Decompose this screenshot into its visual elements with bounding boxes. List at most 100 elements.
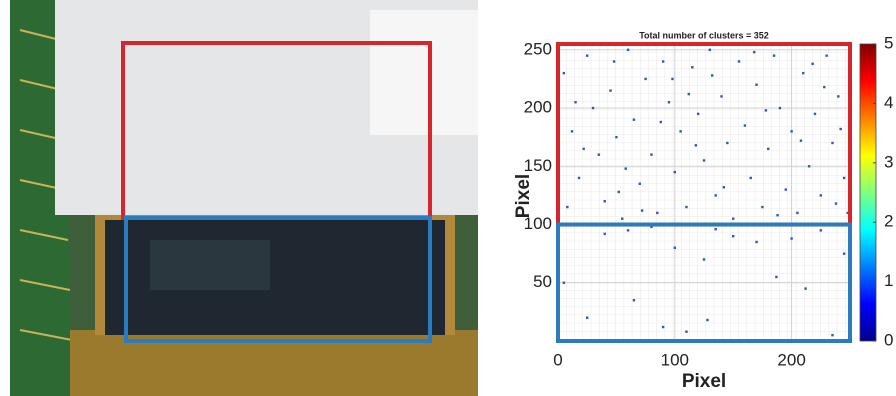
cluster-point bbox=[679, 130, 682, 133]
cluster-point bbox=[846, 211, 849, 215]
cluster-point bbox=[667, 101, 671, 104]
cluster-point bbox=[638, 182, 641, 185]
cluster-point bbox=[656, 211, 659, 215]
cluster-point bbox=[708, 48, 712, 52]
cluster-point bbox=[714, 194, 717, 197]
cluster-point bbox=[831, 141, 834, 145]
cluster-point bbox=[685, 330, 688, 333]
cluster-point bbox=[640, 209, 644, 212]
cluster-point bbox=[710, 74, 714, 77]
cluster-point bbox=[755, 83, 758, 86]
cluster-point bbox=[720, 95, 723, 98]
cluster-point bbox=[842, 252, 846, 255]
cluster-point bbox=[706, 318, 709, 322]
cluster-point bbox=[687, 92, 691, 96]
cluster-point bbox=[691, 66, 694, 69]
cluster-point bbox=[586, 54, 589, 57]
cluster-point bbox=[617, 190, 620, 194]
cluster-point bbox=[714, 227, 717, 231]
cluster-point bbox=[574, 101, 577, 104]
cluster-point bbox=[834, 202, 838, 205]
colorbar-tick-label: 2 bbox=[884, 212, 893, 231]
colorbar bbox=[859, 43, 877, 342]
cluster-point bbox=[673, 246, 676, 250]
cluster-point bbox=[755, 240, 758, 244]
cluster-point bbox=[842, 176, 846, 180]
colorbar-tick-label: 5 bbox=[884, 33, 893, 52]
cluster-point bbox=[603, 232, 606, 236]
cluster-point bbox=[825, 54, 828, 57]
cluster-point bbox=[743, 124, 747, 127]
cluster-point bbox=[831, 333, 834, 337]
cluster-point bbox=[671, 77, 674, 81]
cluster-point bbox=[591, 106, 595, 110]
cluster-point bbox=[562, 281, 566, 284]
photo bbox=[10, 0, 478, 396]
cluster-point bbox=[753, 50, 756, 54]
cluster-point bbox=[790, 237, 793, 240]
x-tick-label: 200 bbox=[777, 350, 805, 369]
cluster-point bbox=[778, 106, 782, 110]
cluster-point bbox=[772, 54, 776, 57]
cluster-point bbox=[839, 127, 842, 131]
cluster-point bbox=[650, 225, 653, 229]
cluster-point bbox=[632, 118, 636, 121]
x-axis-label: Pixel bbox=[682, 371, 726, 392]
cluster-point bbox=[673, 170, 676, 174]
cluster-point bbox=[624, 167, 627, 170]
colorbar-tick-label: 0 bbox=[884, 330, 893, 349]
cluster-point bbox=[737, 60, 741, 63]
cluster-point bbox=[811, 62, 814, 65]
cluster-point bbox=[749, 176, 752, 180]
cluster-point bbox=[582, 147, 585, 151]
cluster-point bbox=[802, 71, 805, 75]
cluster-point bbox=[696, 112, 700, 116]
cluster-point bbox=[562, 71, 566, 75]
cluster-point bbox=[776, 214, 779, 217]
cluster-point bbox=[694, 144, 698, 147]
minor-grid bbox=[558, 44, 850, 341]
cluster-point bbox=[761, 205, 764, 209]
y-tick-label: 100 bbox=[524, 214, 552, 233]
y-tick-label: 50 bbox=[533, 272, 552, 291]
cluster-point bbox=[661, 60, 665, 63]
cluster-point bbox=[626, 229, 630, 232]
y-tick-label: 200 bbox=[524, 98, 552, 117]
cluster-point bbox=[813, 112, 817, 116]
cluster-point bbox=[566, 205, 569, 209]
cluster-point bbox=[632, 299, 636, 302]
cluster-point bbox=[807, 165, 811, 168]
cluster-point bbox=[796, 211, 799, 215]
colorbar-tick-label: 1 bbox=[884, 271, 893, 290]
cluster-point bbox=[799, 139, 803, 142]
x-tick-label: 0 bbox=[553, 350, 562, 369]
cluster-point bbox=[702, 258, 706, 261]
cluster-point bbox=[819, 194, 822, 197]
cluster-point bbox=[685, 205, 688, 209]
cluster-point bbox=[732, 217, 735, 220]
cluster-point bbox=[597, 153, 601, 156]
cluster-point bbox=[784, 188, 787, 191]
cluster-point bbox=[626, 48, 630, 52]
cluster-point bbox=[702, 159, 706, 162]
x-tick-label: 100 bbox=[661, 350, 689, 369]
cluster-point bbox=[621, 217, 624, 220]
region-box bbox=[556, 222, 852, 344]
cluster-point bbox=[819, 229, 822, 232]
cluster-point bbox=[790, 130, 793, 133]
cluster-point bbox=[659, 120, 662, 124]
cluster-point bbox=[837, 95, 840, 98]
cluster-point bbox=[726, 141, 729, 145]
cluster-point bbox=[650, 153, 653, 156]
cluster-point bbox=[823, 85, 826, 89]
cluster-point bbox=[603, 200, 606, 203]
cluster-point bbox=[722, 186, 726, 189]
cluster-point bbox=[612, 60, 616, 63]
cluster-point bbox=[644, 77, 647, 81]
cluster-point bbox=[767, 147, 770, 151]
cluster-point bbox=[577, 176, 581, 180]
cluster-point bbox=[570, 130, 574, 133]
cluster-point bbox=[732, 234, 735, 238]
